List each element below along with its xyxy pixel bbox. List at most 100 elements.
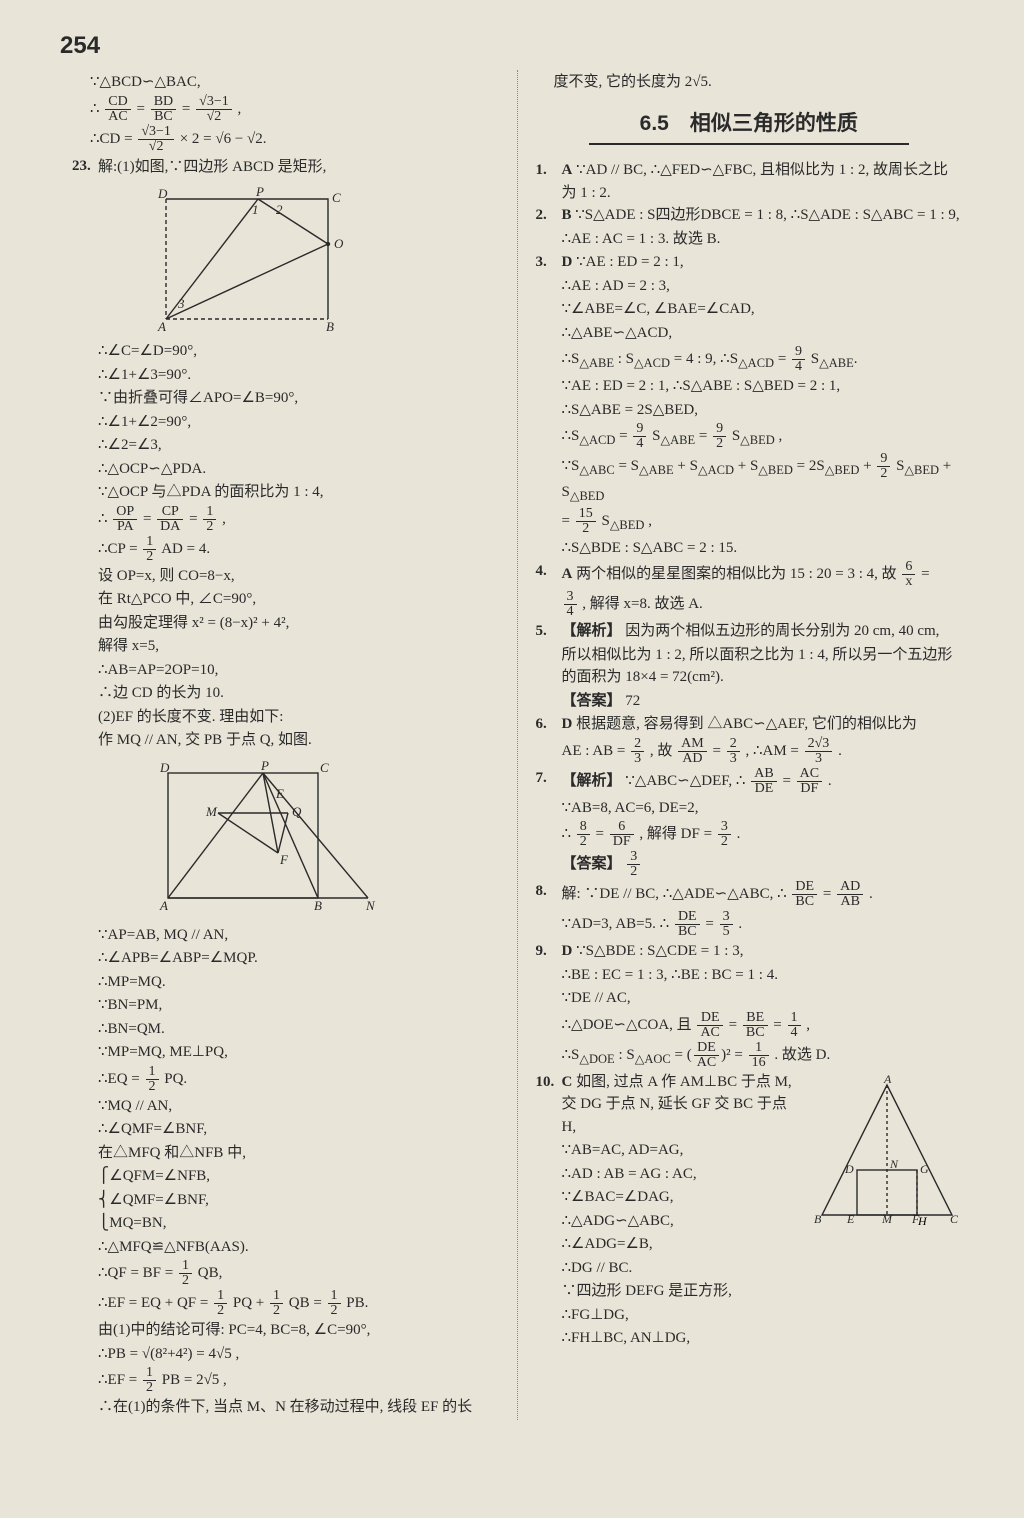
answer-letter: B (562, 207, 572, 223)
answer-letter: A (562, 162, 573, 178)
svg-text:B: B (326, 319, 334, 334)
text-line: ⎧∠QFM=∠NFB, (98, 1165, 499, 1188)
question-6: 6. D 根据题意, 容易得到 △ABC∽△AEF, 它们的相似比为 AE : … (536, 713, 963, 767)
text-line: ∵△BCD∽△BAC, (72, 71, 499, 94)
answer-value: 72 (625, 693, 640, 709)
text-line: ∵△OCP 与△PDA 的面积比为 1 : 4, (98, 481, 499, 504)
svg-text:H: H (917, 1214, 928, 1225)
text-line: 在 Rt△PCO 中, ∠C=90°, (98, 588, 499, 611)
text-line: ∴BE : EC = 1 : 3, ∴BE : BC = 1 : 4. (562, 964, 963, 987)
text-line: 34 , 解得 x=8. 故选 A. (562, 590, 963, 619)
text-line: ∴S△ABE = 2S△BED, (562, 399, 963, 422)
text-line: ∴EQ = 12 PQ. (98, 1065, 499, 1094)
question-8: 8. 解: ∵DE // BC, ∴△ADE∽△ABC, ∴ DEBC = AD… (536, 880, 963, 940)
text-line: ∵AD=3, AB=5. ∴ DEBC = 35 . (562, 910, 963, 939)
text-line: ∴EF = EQ + QF = 12 PQ + 12 QB = 12 PB. (98, 1289, 499, 1318)
text-line: ∵∠ABE=∠C, ∠BAE=∠CAD, (562, 298, 963, 321)
answer-letter: D (562, 943, 573, 959)
question-number: 10. (536, 1071, 562, 1351)
svg-text:A: A (159, 898, 168, 913)
text-line: ∵由折叠可得∠APO=∠B=90°, (98, 387, 499, 410)
question-23: 23. 解:(1)如图,∵四边形 ABCD 是矩形, D P C (72, 155, 499, 1420)
text-line: ∴CP = 12 AD = 4. (98, 535, 499, 564)
left-column: ∵△BCD∽△BAC, ∴ CDAC = BDBC = √3−1√2 , ∴CD… (60, 70, 518, 1420)
question-number: 1. (536, 159, 562, 204)
text-line: ∴DG // BC. (562, 1257, 963, 1280)
answer-line: 【答案】 32 (562, 850, 963, 879)
text-line: ∴BN=QM. (98, 1018, 499, 1041)
section-title: 6.5 相似三角形的性质 (536, 108, 963, 140)
text-line: 度不变, 它的长度为 2√5. (536, 71, 963, 94)
svg-text:P: P (255, 184, 264, 199)
text-line: ∴FG⊥DG, (562, 1304, 963, 1327)
svg-text:P: P (260, 758, 269, 773)
text-line: ∵四边形 DEFG 是正方形, (562, 1280, 963, 1303)
text-line: ∴△DOE∽△COA, 且 DEAC = BEBC = 14 , (562, 1011, 963, 1040)
text-line: ∴∠ADG=∠B, (562, 1233, 963, 1256)
text-line: 设 OP=x, 则 CO=8−x, (98, 565, 499, 588)
question-number: 2. (536, 204, 562, 251)
svg-text:C: C (950, 1212, 959, 1225)
text-line: ∴∠C=∠D=90°, (98, 340, 499, 363)
page-number: 254 (60, 28, 100, 64)
text-line: ∵S△ABC = S△ABE + S△ACD + S△BED = 2S△BED … (562, 452, 963, 506)
svg-text:E: E (275, 786, 284, 801)
text-line: ∴AE : AC = 1 : 3. 故选 B. (562, 228, 963, 251)
svg-text:E: E (846, 1212, 855, 1225)
svg-text:A: A (157, 319, 166, 334)
question-number: 7. (536, 767, 562, 881)
text-line: ∴AE : AD = 2 : 3, (562, 275, 963, 298)
text-line: ∴边 CD 的长为 10. (98, 682, 499, 705)
text-line: ⎨∠QMF=∠BNF, (98, 1189, 499, 1212)
question-number: 23. (72, 155, 98, 1420)
svg-text:D: D (844, 1162, 854, 1176)
question-number: 4. (536, 560, 562, 620)
svg-text:B: B (314, 898, 322, 913)
answer-letter: D (562, 716, 573, 732)
text-line: 由(1)中的结论可得: PC=4, BC=8, ∠C=90°, (98, 1319, 499, 1342)
svg-text:N: N (365, 898, 376, 913)
svg-text:1: 1 (252, 202, 259, 217)
text-line: ∵DE // AC, (562, 987, 963, 1010)
text-line: ∴ 82 = 6DF , 解得 DF = 32 . (562, 820, 963, 849)
text-line: ∴QF = BF = 12 QB, (98, 1259, 499, 1288)
text-line: 在△MFQ 和△NFB 中, (98, 1142, 499, 1165)
text-line: 所以相似比为 1 : 2, 所以面积之比为 1 : 4, 所以另一个五边形的面积… (562, 644, 963, 689)
question-number: 6. (536, 713, 562, 767)
figure-rectangle-mq: DPC ABN MQ EF (148, 758, 378, 918)
svg-text:M: M (205, 804, 218, 819)
svg-text:C: C (332, 190, 341, 205)
text-line: ∵S△BDE : S△CDE = 1 : 3, (576, 943, 743, 959)
answer-letter: C (562, 1074, 573, 1090)
question-7: 7. 【解析】 ∵△ABC∽△DEF, ∴ ABDE = ACDF . ∵AB=… (536, 767, 963, 881)
svg-text:D: D (157, 186, 168, 201)
question-3: 3. D ∵AE : ED = 2 : 1, ∴AE : AD = 2 : 3,… (536, 251, 963, 560)
text-line: ∴△ABE∽△ACD, (562, 322, 963, 345)
question-9: 9. D ∵S△BDE : S△CDE = 1 : 3, ∴BE : EC = … (536, 940, 963, 1071)
page-content: ∵△BCD∽△BAC, ∴ CDAC = BDBC = √3−1√2 , ∴CD… (0, 0, 1024, 1450)
analysis-label: 【解析】 (562, 772, 622, 789)
text-line: ∵AE : ED = 2 : 1, (576, 254, 684, 270)
text-line: ∵MP=MQ, ME⊥PQ, (98, 1041, 499, 1064)
text-line: ∴PB = √(8²+4²) = 4√5 , (98, 1343, 499, 1366)
answer-label: 【答案】 (562, 692, 622, 709)
question-number: 8. (536, 880, 562, 940)
question-number: 5. (536, 620, 562, 713)
question-1: 1. A ∵AD // BC, ∴△FED∽△FBC, 且相似比为 1 : 2,… (536, 159, 963, 204)
text-line: ∴FH⊥BC, AN⊥DG, (562, 1327, 963, 1350)
text-line: ∵AP=AB, MQ // AN, (98, 924, 499, 947)
question-5: 5. 【解析】 因为两个相似五边形的周长分别为 20 cm, 40 cm, 所以… (536, 620, 963, 713)
svg-text:D: D (159, 760, 170, 775)
answer-letter: A (562, 566, 573, 582)
text-line: ∴S△DOE : S△AOC = (DEAC)² = 116 . 故选 D. (562, 1041, 963, 1070)
answer-label: 【答案】 (562, 855, 622, 872)
question-number: 9. (536, 940, 562, 1071)
text-line: ∴S△ABE : S△ACD = 4 : 9, ∴S△ACD = 94 S△AB… (562, 345, 963, 374)
text-line: ∴AB=AP=2OP=10, (98, 659, 499, 682)
text-line: ∴∠1+∠2=90°, (98, 411, 499, 434)
text-line: 解:(1)如图,∵四边形 ABCD 是矩形, (98, 156, 499, 179)
text-line: ∴S△ACD = 94 S△ABE = 92 S△BED , (562, 422, 963, 451)
text-line: ∵AB=8, AC=6, DE=2, (562, 797, 963, 820)
text-line: ∴△MFQ≌△NFB(AAS). (98, 1236, 499, 1259)
svg-text:G: G (920, 1162, 929, 1176)
